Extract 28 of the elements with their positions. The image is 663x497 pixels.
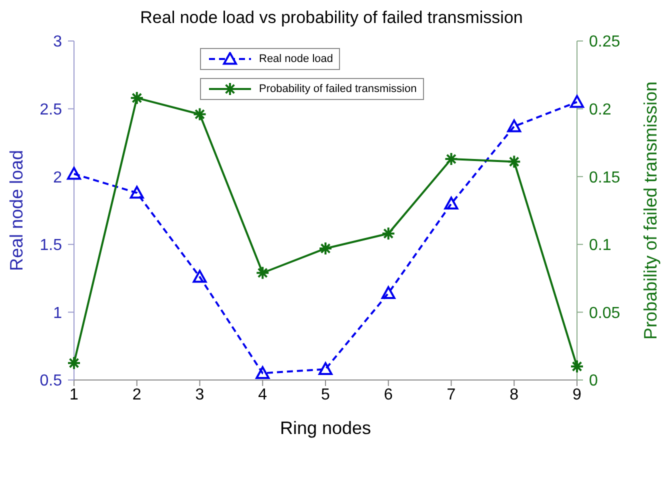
x-tick-label: 2 [132, 386, 142, 404]
x-axis-title: Ring nodes [280, 418, 372, 438]
y2-tick-label: 0.2 [589, 101, 612, 118]
y-tick-label: 2 [53, 169, 62, 186]
x-tick-label: 4 [258, 386, 268, 404]
x-tick-label: 1 [70, 386, 79, 404]
y2-tick-label: 0.05 [589, 304, 620, 322]
chart-title: Real node load vs probability of failed transmission [139, 8, 524, 28]
legend-label: Real node load [259, 53, 334, 65]
y-axis-title: Real node load [6, 150, 26, 272]
y2-tick-label: 0.1 [589, 237, 612, 254]
y2-tick-label: 0.25 [589, 34, 620, 51]
x-tick-label: 8 [510, 386, 519, 404]
x-tick-label: 9 [572, 386, 582, 404]
y-tick-label: 2.5 [40, 101, 62, 118]
y-tick-label: 1.5 [40, 237, 62, 254]
legend-label: Probability of failed transmission [259, 83, 417, 95]
x-tick-label: 3 [195, 386, 204, 404]
y-tick-label: 1 [53, 304, 62, 322]
x-tick-label: 6 [384, 386, 393, 404]
y2-tick-label: 0.15 [589, 169, 620, 186]
y-tick-label: 0.5 [40, 372, 62, 390]
y2-axis-title: Probability of failed transmission [640, 81, 660, 340]
x-tick-label: 7 [446, 386, 456, 404]
point [318, 362, 332, 375]
y2-tick-label: 0 [589, 372, 598, 390]
x-tick-label: 5 [321, 386, 330, 404]
y-tick-label: 3 [53, 34, 62, 51]
